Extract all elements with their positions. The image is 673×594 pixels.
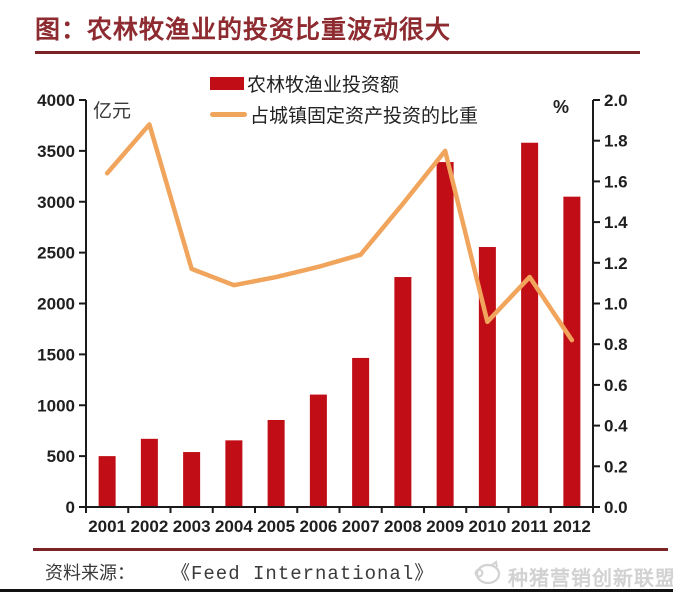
source-line: 资料来源： 《Feed International》: [45, 558, 434, 585]
bar-2006: [309, 394, 327, 507]
right-axis-tick-label: 1.2: [604, 254, 628, 273]
bar-2005: [267, 420, 285, 507]
right-axis-tick-label: 1.8: [604, 132, 628, 151]
bar-series-swatch: [210, 77, 244, 90]
x-axis-label-2010: 2010: [468, 517, 506, 536]
watermark: 种猪营销创新联盟: [472, 560, 673, 592]
x-axis-label-2004: 2004: [215, 517, 253, 536]
pig-logo-icon: [472, 560, 502, 592]
bar-2007: [352, 357, 370, 507]
bar-2002: [140, 438, 158, 507]
right-axis-tick-label: 0.6: [604, 376, 628, 395]
right-axis-unit-label: %: [553, 97, 570, 117]
bar-2008: [394, 277, 412, 507]
right-axis-tick-label: 1.6: [604, 172, 628, 191]
source-label: 资料来源：: [45, 563, 135, 583]
right-axis-tick-label: 2.0: [604, 91, 628, 110]
right-axis-tick-label: 0.4: [604, 417, 628, 436]
left-axis-tick-label: 1000: [37, 396, 75, 415]
bar-series-label: 农林牧渔业投资额: [247, 75, 400, 96]
source-divider-rule: [33, 548, 668, 551]
bar-2003: [183, 452, 201, 507]
x-axis-label-2001: 2001: [88, 517, 126, 536]
x-axis-label-2011: 2011: [511, 517, 548, 536]
left-axis-tick-label: 1500: [37, 345, 75, 364]
right-axis-tick-label: 0.0: [604, 498, 628, 517]
left-axis-tick-label: 500: [47, 447, 75, 466]
bar-2009: [436, 162, 454, 507]
x-axis-label-2009: 2009: [426, 517, 464, 536]
left-axis-tick-label: 0: [66, 498, 75, 517]
bar-2004: [225, 440, 243, 507]
ratio-line: [104, 122, 575, 343]
x-axis-label-2005: 2005: [257, 517, 295, 536]
bar-2011: [521, 142, 539, 508]
left-axis-tick-label: 3500: [37, 142, 75, 161]
bar-2001: [98, 456, 116, 507]
left-axis-tick-label: 4000: [37, 91, 75, 110]
figure-title: 图：农林牧渔业的投资比重波动很大: [35, 16, 452, 44]
x-axis-label-2008: 2008: [384, 517, 422, 536]
right-axis-tick-label: 1.4: [604, 213, 628, 232]
title-underline: [35, 51, 640, 54]
right-axis-tick-label: 0.8: [604, 335, 628, 354]
legend-item-bar-series: 农林牧渔业投资额: [210, 68, 478, 99]
x-axis-label-2012: 2012: [553, 517, 591, 536]
chart-legend: 农林牧渔业投资额 占城镇固定资产投资的比重: [210, 68, 478, 130]
line-series-label: 占城镇固定资产投资的比重: [250, 106, 479, 127]
bar-2012: [563, 196, 581, 507]
left-axis-tick-label: 2500: [37, 244, 75, 263]
right-axis-tick-label: 0.2: [604, 457, 628, 476]
legend-item-line-series: 占城镇固定资产投资的比重: [210, 99, 478, 130]
left-axis-tick-label: 2000: [37, 295, 75, 314]
left-axis-unit-label: 亿元: [93, 101, 132, 122]
watermark-text: 种猪营销创新联盟: [508, 567, 673, 590]
x-axis-label-2007: 2007: [342, 517, 380, 536]
x-axis-label-2003: 2003: [173, 517, 211, 536]
left-axis-tick-label: 3000: [37, 193, 75, 212]
x-axis-label-2002: 2002: [130, 517, 168, 536]
line-series-swatch: [210, 112, 247, 117]
x-axis-label-2006: 2006: [299, 517, 337, 536]
source-value: 《Feed International》: [171, 563, 435, 585]
bar-2010: [478, 247, 496, 507]
right-axis-tick-label: 1.0: [604, 295, 628, 314]
bottom-border-rule: [0, 589, 673, 592]
